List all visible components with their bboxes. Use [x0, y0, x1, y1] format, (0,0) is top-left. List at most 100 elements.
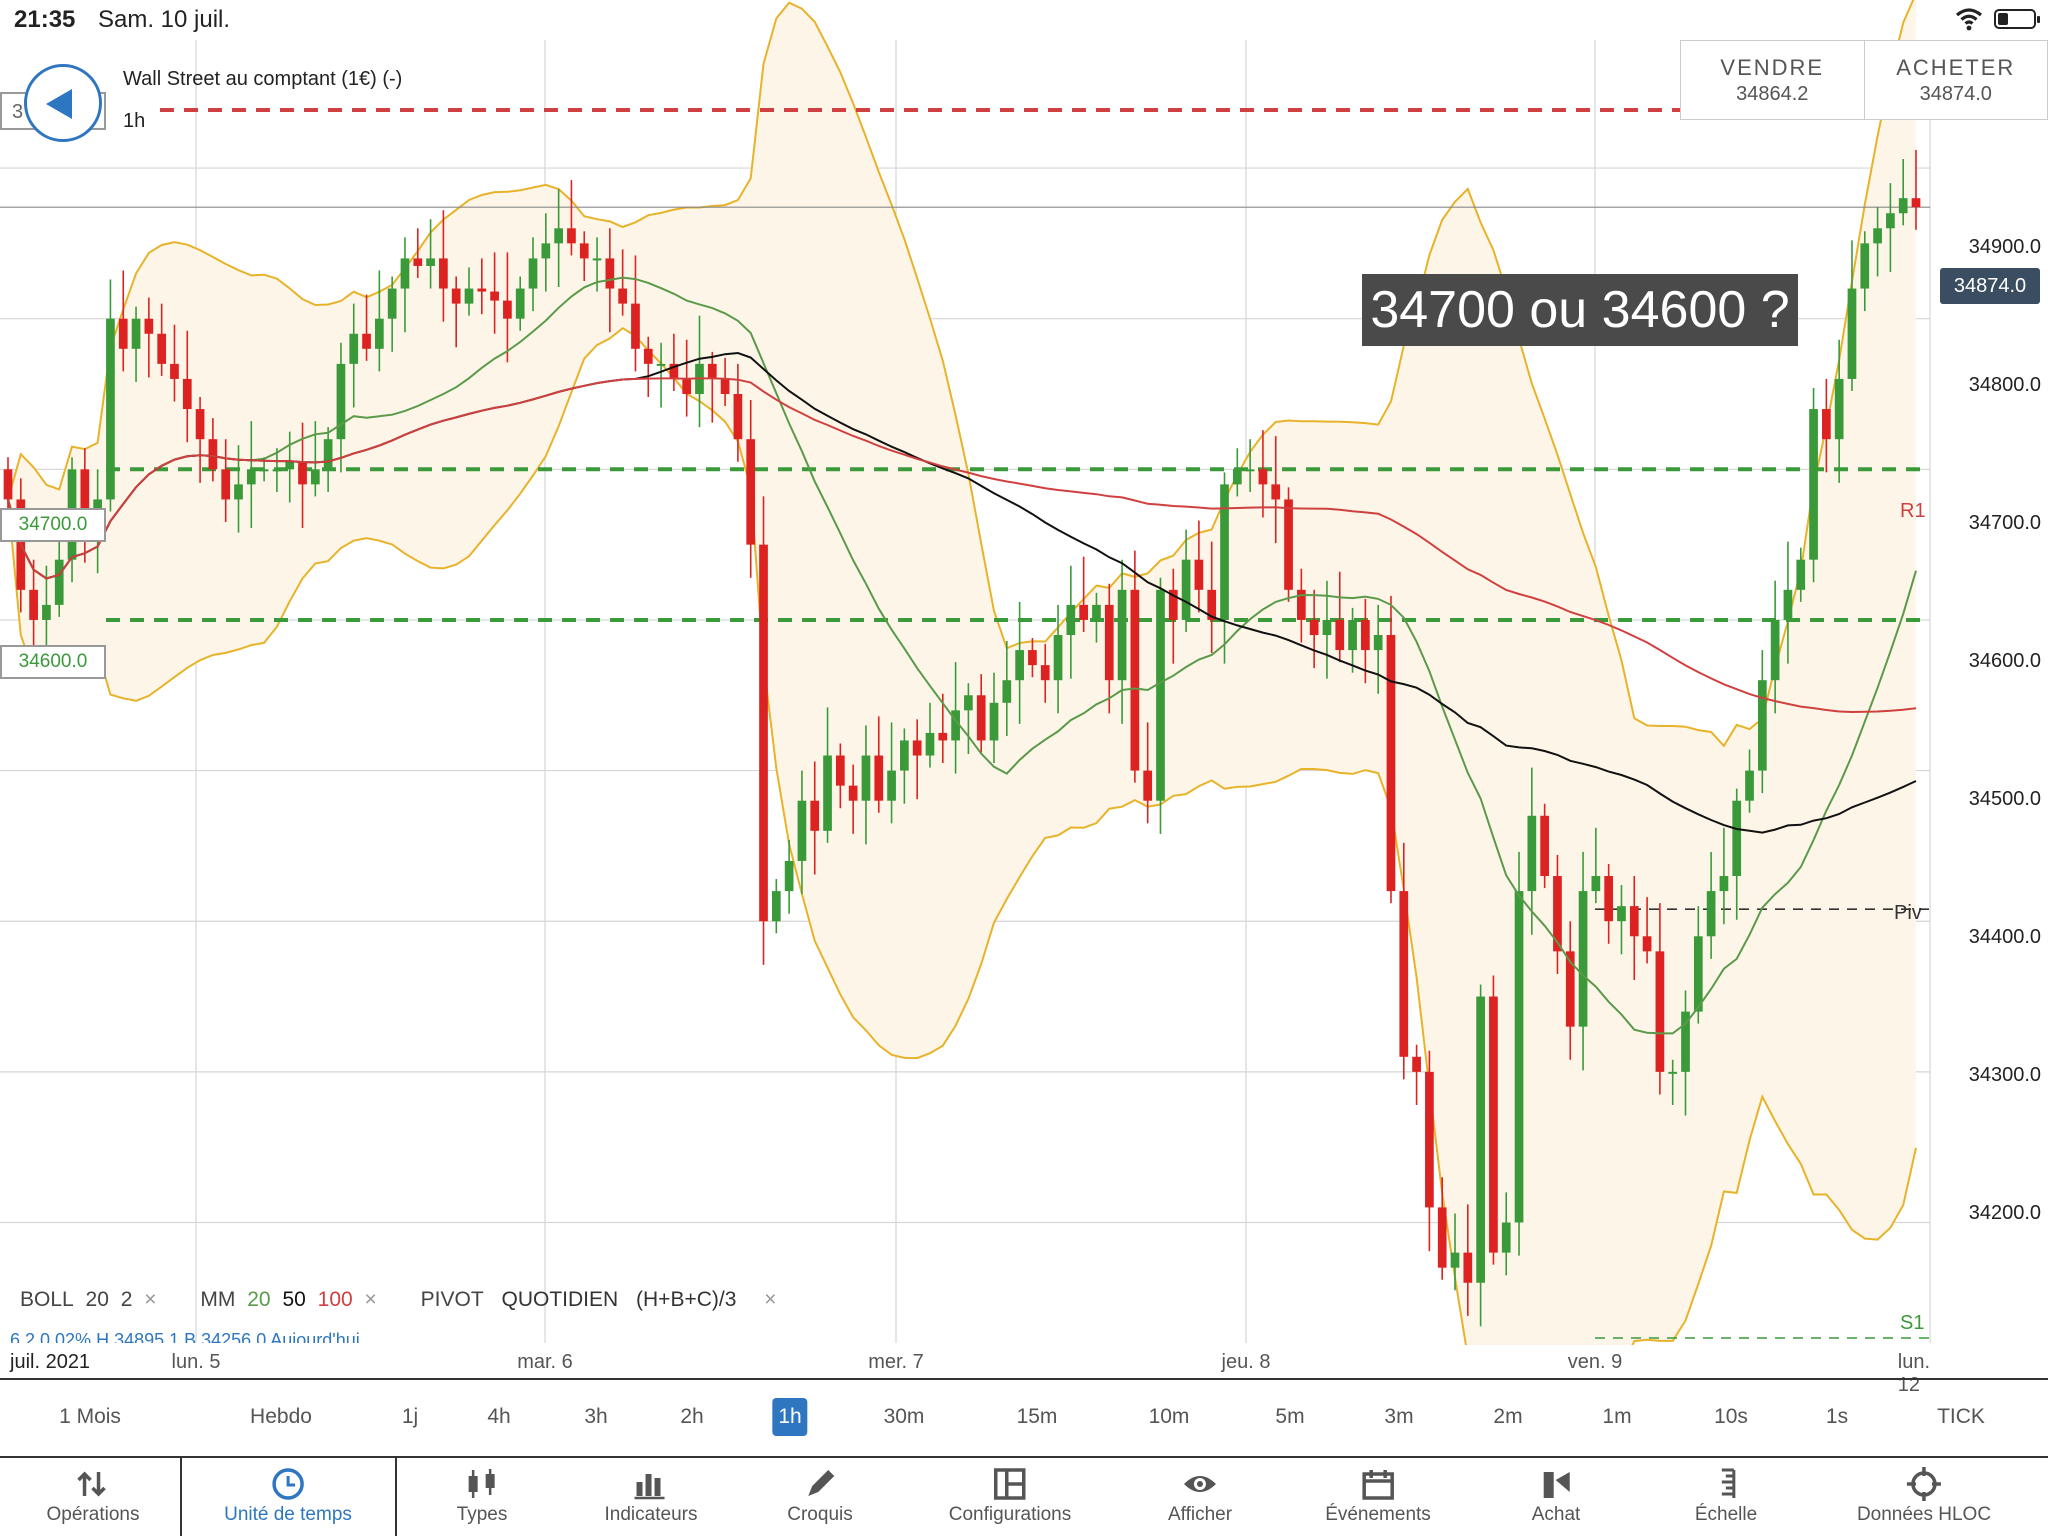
candle-body	[182, 378, 192, 410]
timeframe-2h[interactable]: 2h	[680, 1405, 704, 1428]
price-chart[interactable]	[0, 0, 2048, 1345]
timeframe-3h[interactable]: 3h	[584, 1405, 608, 1428]
candle-body	[144, 318, 154, 334]
timeframe-1-mois[interactable]: 1 Mois	[59, 1405, 121, 1428]
timeframe-tick[interactable]: TICK	[1937, 1405, 1985, 1428]
price-tick-label: 34800.0	[1968, 374, 2041, 396]
timeframe-15m[interactable]: 15m	[1016, 1405, 1058, 1428]
timeframe-1h[interactable]: 1h	[772, 1398, 808, 1436]
candle-body	[1296, 589, 1306, 620]
candle-body	[618, 288, 628, 304]
candle-body	[1117, 589, 1127, 681]
clock: 21:35	[14, 6, 76, 33]
tool-label: Indicateurs	[604, 1504, 698, 1525]
date-axis-month: juil. 2021	[10, 1351, 91, 1373]
timeframe-1j[interactable]: 1j	[401, 1405, 419, 1428]
tool-label: Événements	[1325, 1504, 1431, 1525]
candle-body	[746, 439, 756, 545]
tool-unité-de-temps[interactable]: Unité de temps	[224, 1458, 352, 1538]
candle-body	[1450, 1252, 1460, 1268]
tool-indicateurs[interactable]: Indicateurs	[604, 1458, 698, 1538]
timeframe-30m[interactable]: 30m	[883, 1405, 925, 1428]
timeframe-10m[interactable]: 10m	[1148, 1405, 1190, 1428]
timeframe-1s[interactable]: 1s	[1825, 1405, 1849, 1428]
candle-body	[1143, 770, 1153, 801]
candle-body	[1540, 815, 1549, 877]
crosshair-icon	[1907, 1467, 1941, 1501]
candle-body	[1617, 906, 1626, 922]
tool-événements[interactable]: Événements	[1325, 1458, 1431, 1538]
candle-body	[285, 461, 295, 470]
price-tick-label: 34600.0	[1968, 650, 2041, 672]
arrows-icon	[77, 1471, 107, 1497]
candles-icon	[468, 1469, 495, 1498]
candle-body	[106, 318, 115, 500]
line-tag-34600[interactable]: 34600.0	[0, 645, 106, 679]
buy-button[interactable]: ACHETER 34874.0	[1863, 41, 2048, 119]
back-button[interactable]	[24, 64, 102, 142]
indicator-legend: BOLL 20 2 × MM 20 50 100 × PIVOT QUOTIDI…	[20, 1288, 815, 1312]
candle-body	[1104, 604, 1114, 681]
ohlc-summary: 6.2 0.02% H 34895.1 B 34256.0 Aujourd'hu…	[10, 1330, 360, 1343]
candle-body	[515, 288, 525, 319]
sell-button[interactable]: VENDRE 34864.2	[1681, 41, 1864, 119]
ma100-line	[7, 377, 1917, 714]
candle-body	[1796, 559, 1806, 590]
candle-body	[246, 469, 256, 485]
tool-label: Opérations	[46, 1504, 140, 1525]
timeframe-5m[interactable]: 5m	[1275, 1405, 1305, 1428]
candle-body	[157, 333, 167, 364]
chart-annotation[interactable]: 34700 ou 34600 ?	[1362, 274, 1798, 346]
tool-types[interactable]: Types	[457, 1458, 507, 1538]
tool-configurations[interactable]: Configurations	[949, 1458, 1071, 1538]
candle-body	[1591, 876, 1601, 892]
eye-icon	[1183, 1476, 1216, 1492]
candle-body	[835, 755, 845, 786]
tool-échelle[interactable]: Échelle	[1695, 1458, 1757, 1538]
boll-label: BOLL	[20, 1288, 74, 1311]
candle-body	[1770, 619, 1780, 681]
timeframe-3m[interactable]: 3m	[1384, 1405, 1414, 1428]
tool-label: Croquis	[787, 1504, 853, 1525]
tool-croquis[interactable]: Croquis	[787, 1458, 853, 1538]
candle-body	[375, 318, 384, 349]
tool-données-hloc[interactable]: Données HLOC	[1857, 1458, 1991, 1538]
timeframe-hebdo[interactable]: Hebdo	[250, 1405, 312, 1428]
candle-body	[1040, 665, 1050, 681]
candle-body	[1079, 604, 1089, 620]
candle-body	[1706, 891, 1716, 937]
status-date: Sam. 10 juil.	[98, 6, 231, 33]
candle-body	[1847, 288, 1857, 379]
timeframe-2m[interactable]: 2m	[1493, 1405, 1523, 1428]
line-tag-34700[interactable]: 34700.0	[0, 508, 106, 542]
candle-body	[1130, 589, 1140, 771]
tool-opérations[interactable]: Opérations	[46, 1458, 140, 1538]
candle-body	[1194, 559, 1204, 590]
tool-afficher[interactable]: Afficher	[1168, 1458, 1232, 1538]
candle-body	[54, 559, 64, 605]
bollinger-upper-line	[7, 0, 1915, 748]
mm-label: MM	[200, 1288, 236, 1311]
tool-achat[interactable]: Achat	[1532, 1458, 1580, 1538]
candle-body	[234, 484, 243, 500]
remove-boll-icon[interactable]: ×	[144, 1288, 157, 1311]
timeframe-4h[interactable]: 4h	[487, 1405, 511, 1428]
instrument-title: Wall Street au comptant (1€) (-)	[123, 68, 403, 90]
remove-mm-icon[interactable]: ×	[364, 1288, 377, 1311]
candle-body	[759, 544, 768, 922]
candle-body	[1911, 198, 1921, 208]
remove-pivot-icon[interactable]: ×	[764, 1288, 777, 1311]
calendar-icon	[1362, 1470, 1394, 1500]
boll-deviation: 2	[120, 1288, 133, 1311]
candle-body	[784, 860, 794, 892]
timeframe-1m[interactable]: 1m	[1602, 1405, 1632, 1428]
pivot-r1-label: R1	[1900, 500, 1926, 522]
date-axis: juil. 2021 lun. 5 mar. 6 mer. 7 jeu. 8 v…	[0, 1343, 1930, 1396]
status-bar: 21:35 Sam. 10 juil.	[0, 0, 2048, 40]
candle-body	[3, 469, 13, 500]
candle-body	[1681, 1011, 1690, 1072]
timeframe-10s[interactable]: 10s	[1714, 1405, 1748, 1428]
candle-body	[1873, 228, 1882, 244]
candle-body	[541, 243, 551, 259]
candle-body	[720, 378, 730, 394]
